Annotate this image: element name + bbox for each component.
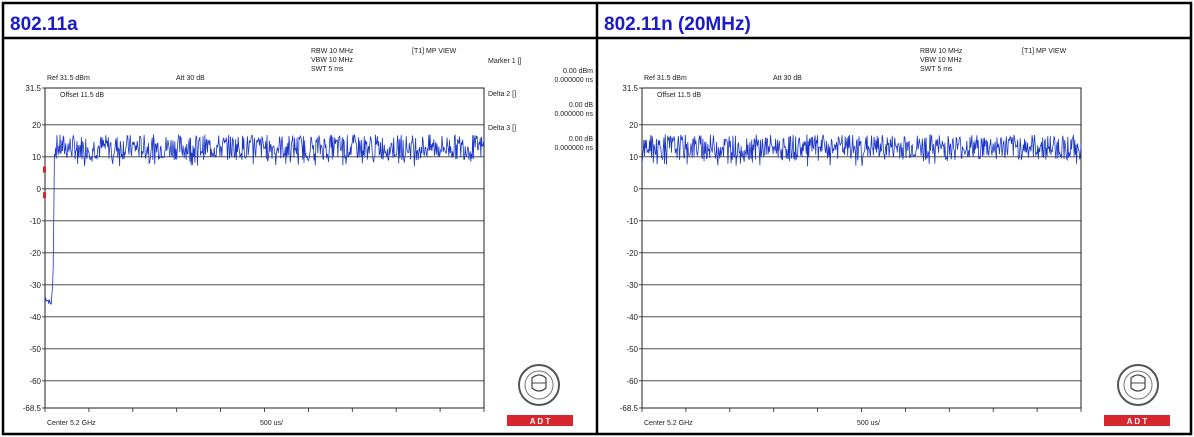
- y-tick-label: 20: [32, 121, 41, 130]
- ref-label: Ref 31.5 dBm: [47, 75, 90, 82]
- y-tick-label: 31.5: [622, 84, 638, 93]
- marker-readouts: Marker 1 [] 0.00 dBm 0.000000 ns Delta 2…: [488, 58, 593, 152]
- adt-badge: A D T: [507, 415, 573, 426]
- adt-text: A D T: [530, 417, 551, 426]
- y-tick-label: 10: [629, 153, 638, 162]
- marker-1-time: 0.000000 ns: [554, 77, 593, 84]
- settings-block: RBW 10 MHz VBW 10 MHz SWT 5 ms [T1] MP V…: [644, 48, 1067, 427]
- att-label: Att 30 dB: [176, 75, 205, 82]
- y-tick-label: 10: [32, 153, 41, 162]
- marker-1-label: Marker 1 []: [488, 58, 522, 65]
- marker-1-value: 0.00 dBm: [563, 68, 593, 75]
- trace-line: [44, 133, 485, 305]
- y-tick-label: -68.5: [23, 404, 42, 413]
- y-tick-label: -20: [29, 249, 41, 258]
- ba-logo-icon: [1117, 364, 1159, 406]
- marker-indicator: [43, 192, 46, 199]
- y-tick-label: -50: [29, 345, 41, 354]
- y-tick-label: -10: [29, 217, 41, 226]
- plot-frame: [44, 87, 485, 409]
- panel-802-11a: 802.11a RBW 10 MHz VBW 10 MHz SWT 5 ms […: [10, 14, 593, 427]
- delta-3-time: 0.000000 ns: [554, 145, 593, 152]
- att-label: Att 30 dB: [773, 75, 802, 82]
- panel-title: 802.11n (20MHz): [604, 14, 751, 35]
- y-tick-label: -40: [626, 313, 638, 322]
- center-label: Center 5.2 GHz: [644, 420, 693, 427]
- marker-indicator: [43, 166, 46, 173]
- ref-label: Ref 31.5 dBm: [644, 75, 687, 82]
- plot-area: 31.5 20 10 0 -10 -20 -30 -40 -50 -60 -68.5: [23, 84, 485, 413]
- adt-badge: A D T: [1104, 415, 1170, 426]
- span-label: 500 us/: [260, 420, 283, 427]
- offset-label: Offset 11.5 dB: [657, 92, 701, 99]
- y-tick-label: 0: [634, 185, 639, 194]
- span-label: 500 us/: [857, 420, 880, 427]
- view-label: [T1] MP VIEW: [412, 48, 457, 55]
- delta-2-time: 0.000000 ns: [554, 111, 593, 118]
- rbw-label: RBW 10 MHz: [311, 48, 354, 55]
- y-tick-label: -30: [626, 281, 638, 290]
- plot-frame: [641, 87, 1082, 409]
- y-tick-label: -50: [626, 345, 638, 354]
- rbw-label: RBW 10 MHz: [920, 48, 963, 55]
- offset-label: Offset 11.5 dB: [60, 92, 104, 99]
- y-tick-label: 31.5: [25, 84, 41, 93]
- delta-3-value: 0.00 dB: [569, 136, 593, 143]
- adt-text: A D T: [1127, 417, 1148, 426]
- center-label: Center 5.2 GHz: [47, 420, 96, 427]
- vbw-label: VBW 10 MHz: [920, 57, 963, 64]
- swt-label: SWT 5 ms: [920, 66, 953, 73]
- y-tick-label: 20: [629, 121, 638, 130]
- y-tick-label: -40: [29, 313, 41, 322]
- vbw-label: VBW 10 MHz: [311, 57, 354, 64]
- ba-logo-icon: [518, 364, 560, 406]
- y-tick-label: 0: [37, 185, 42, 194]
- y-tick-label: -30: [29, 281, 41, 290]
- swt-label: SWT 5 ms: [311, 66, 344, 73]
- delta-2-value: 0.00 dB: [569, 102, 593, 109]
- y-tick-label: -68.5: [620, 404, 639, 413]
- plot-area: 31.5 20 10 0 -10 -20 -30 -40 -50 -60 -68.5: [620, 84, 1082, 413]
- delta-3-label: Delta 3 []: [488, 125, 516, 132]
- settings-block: RBW 10 MHz VBW 10 MHz SWT 5 ms [T1] MP V…: [47, 48, 457, 427]
- delta-2-label: Delta 2 []: [488, 91, 516, 98]
- y-tick-label: -20: [626, 249, 638, 258]
- panel-title: 802.11a: [10, 14, 78, 35]
- trace-line: [641, 134, 1082, 167]
- y-tick-label: -60: [29, 377, 41, 386]
- y-tick-label: -10: [626, 217, 638, 226]
- panel-802-11n: 802.11n (20MHz) RBW 10 MHz VBW 10 MHz SW…: [604, 14, 1170, 427]
- view-label: [T1] MP VIEW: [1022, 48, 1067, 55]
- y-tick-label: -60: [626, 377, 638, 386]
